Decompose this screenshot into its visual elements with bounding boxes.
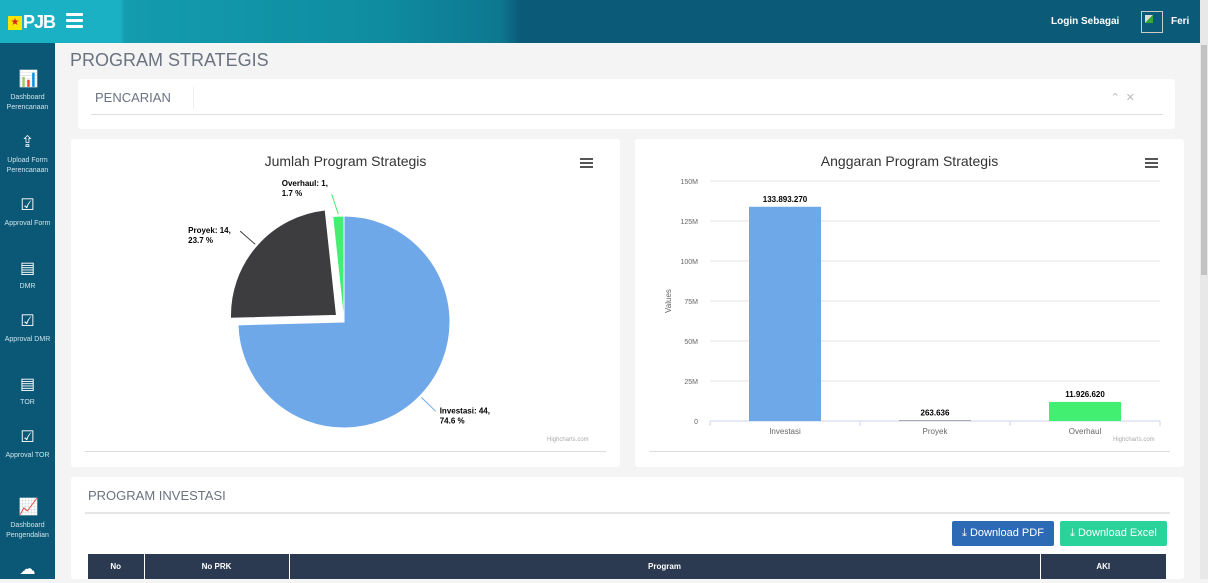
pie-chart: Investasi: 44,74.6 % Proyek: 14,23.7 % Ove… <box>71 139 620 467</box>
search-panel: PENCARIAN ⌃ ✕ <box>78 79 1175 129</box>
chart-credit[interactable]: Highcharts.com <box>547 437 589 443</box>
avatar[interactable] <box>1141 11 1163 33</box>
pie-connector <box>332 194 339 214</box>
page-title: PROGRAM STRATEGIS <box>70 50 269 71</box>
pie-label: Overhaul: 1, <box>282 179 328 188</box>
document-icon: ▤ <box>19 260 37 278</box>
x-tick-label: Proyek <box>923 427 949 436</box>
line-chart-icon: 📈 <box>19 499 37 517</box>
pie-label: 23.7 % <box>188 236 213 245</box>
checkbox-icon: ☑ <box>19 313 37 331</box>
sidebar-item-approval-dmr[interactable]: ☑Approval DMR <box>0 313 55 345</box>
y-tick-label: 75M <box>684 299 698 306</box>
download-icon: ⤓ <box>962 527 967 539</box>
bar-investasi <box>749 207 821 421</box>
section-title: PROGRAM INVESTASI <box>88 488 226 503</box>
chart-menu-icon[interactable] <box>580 158 593 168</box>
sidebar-item-dashboard-pengendalian[interactable]: 📈Dashboard Pengendalian <box>0 499 55 541</box>
download-excel-button[interactable]: ⤓ Download Excel <box>1060 521 1167 546</box>
y-tick-label: 150M <box>680 179 698 186</box>
chart-credit[interactable]: Highcharts.com <box>1113 437 1155 443</box>
pie-label: Investasi: 44, <box>440 406 490 415</box>
column-header-no-prk[interactable]: No PRK <box>144 554 289 579</box>
collapse-icon[interactable]: ⌃ <box>1110 92 1119 104</box>
sidebar-item-tor[interactable]: ▤TOR <box>0 376 55 408</box>
pie-label: 1.7 % <box>282 189 302 198</box>
search-panel-title[interactable]: PENCARIAN <box>95 90 171 105</box>
sidebar-item-cloud[interactable]: ☁ <box>0 561 55 583</box>
pie-label: 74.6 % <box>440 416 465 425</box>
cloud-upload-icon: ☁ <box>19 561 37 579</box>
sidebar-item-upload-form[interactable]: ⇪Upload Form Perencanaan <box>0 134 55 176</box>
bar-data-label: 133.893.270 <box>763 195 808 204</box>
bar-data-label: 263.636 <box>921 409 950 418</box>
sidebar-item-dashboard-perencanaan[interactable]: 📊Dashboard Perencanaan <box>0 71 55 113</box>
top-navbar: ★PJB Login Sebagai Feri <box>0 0 1200 43</box>
pie-connector <box>240 231 255 244</box>
pie-label: Proyek: 14, <box>188 226 231 235</box>
sidebar: 📊Dashboard Perencanaan ⇪Upload Form Pere… <box>0 43 55 579</box>
bar-chart-icon: 📊 <box>19 71 37 89</box>
column-header-program[interactable]: Program <box>289 554 1040 579</box>
pie-slice-investasi <box>238 216 450 428</box>
download-pdf-button[interactable]: ⤓ Download PDF <box>952 521 1054 546</box>
bar-overhaul <box>1049 402 1121 421</box>
checkbox-icon: ☑ <box>19 197 37 215</box>
bar-data-label: 11.926.620 <box>1065 390 1105 399</box>
pie-chart-title: Jumlah Program Strategis <box>71 153 620 169</box>
login-as-label: Login Sebagai <box>1051 16 1119 27</box>
download-icon: ⤓ <box>1070 527 1075 539</box>
pie-chart-card: Jumlah Program Strategis Investasi: 44,7… <box>71 139 620 467</box>
close-icon[interactable]: ✕ <box>1126 92 1135 104</box>
pie-slice-proyek <box>230 210 336 318</box>
user-name[interactable]: Feri <box>1171 16 1189 27</box>
column-header-aki[interactable]: AKI <box>1040 554 1167 579</box>
x-tick-label: Investasi <box>769 427 801 436</box>
y-tick-label: 25M <box>684 379 698 386</box>
pie-connector <box>421 397 435 411</box>
y-tick-label: 100M <box>680 259 698 266</box>
y-axis-label: Values <box>664 289 673 313</box>
y-tick-label: 50M <box>684 339 698 346</box>
checkbox-icon: ☑ <box>19 429 37 447</box>
sidebar-item-approval-tor[interactable]: ☑Approval TOR <box>0 429 55 461</box>
x-tick-label: Overhaul <box>1069 427 1102 436</box>
investasi-table: No No PRK Program AKI <box>88 554 1167 579</box>
scrollbar[interactable] <box>1200 0 1208 579</box>
sidebar-item-dmr[interactable]: ▤DMR <box>0 260 55 292</box>
upload-icon: ⇪ <box>19 134 37 152</box>
y-tick-label: 0 <box>694 419 698 426</box>
document-icon: ▤ <box>19 376 37 394</box>
pie-slice-overhaul <box>333 216 344 322</box>
bar-chart: 0 25M 50M 75M 100M 125M 150M Values 133.893.270 I… <box>635 139 1184 467</box>
y-tick-label: 125M <box>680 219 698 226</box>
menu-toggle-icon[interactable] <box>66 13 83 28</box>
logo[interactable]: ★PJB <box>8 12 55 33</box>
sidebar-item-approval-form[interactable]: ☑Approval Form <box>0 197 55 229</box>
column-header-no[interactable]: No <box>88 554 144 579</box>
